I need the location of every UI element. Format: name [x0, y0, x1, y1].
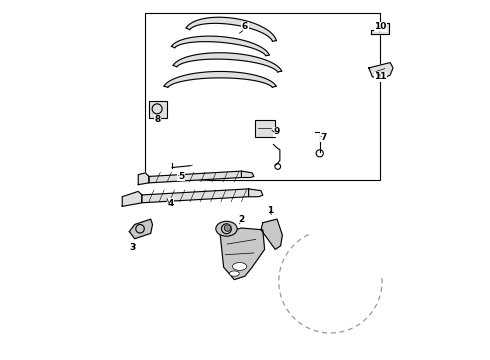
Text: 6: 6	[242, 22, 248, 31]
Polygon shape	[220, 228, 265, 280]
Text: 11: 11	[374, 72, 387, 81]
Bar	[255, 120, 274, 137]
Polygon shape	[129, 219, 152, 239]
Polygon shape	[173, 53, 282, 72]
Text: 4: 4	[167, 199, 173, 208]
Text: 5: 5	[178, 172, 184, 181]
Polygon shape	[369, 63, 393, 78]
Polygon shape	[149, 171, 242, 183]
Text: 9: 9	[274, 127, 280, 136]
Text: 10: 10	[374, 22, 387, 31]
Polygon shape	[261, 219, 282, 249]
Text: 7: 7	[320, 133, 326, 142]
Polygon shape	[172, 36, 269, 56]
Polygon shape	[186, 17, 276, 41]
Polygon shape	[142, 189, 248, 203]
Ellipse shape	[229, 271, 239, 276]
Ellipse shape	[216, 221, 237, 236]
Polygon shape	[164, 72, 276, 87]
Polygon shape	[242, 171, 254, 177]
Text: 3: 3	[130, 243, 136, 252]
Ellipse shape	[233, 262, 247, 270]
Text: 8: 8	[155, 115, 161, 124]
Polygon shape	[248, 189, 263, 197]
Bar	[149, 101, 167, 118]
Bar	[146, 13, 380, 180]
Circle shape	[224, 225, 231, 231]
Polygon shape	[122, 192, 142, 206]
Text: 2: 2	[238, 215, 245, 224]
Polygon shape	[371, 23, 389, 34]
Polygon shape	[138, 173, 149, 185]
Text: 1: 1	[267, 206, 273, 215]
